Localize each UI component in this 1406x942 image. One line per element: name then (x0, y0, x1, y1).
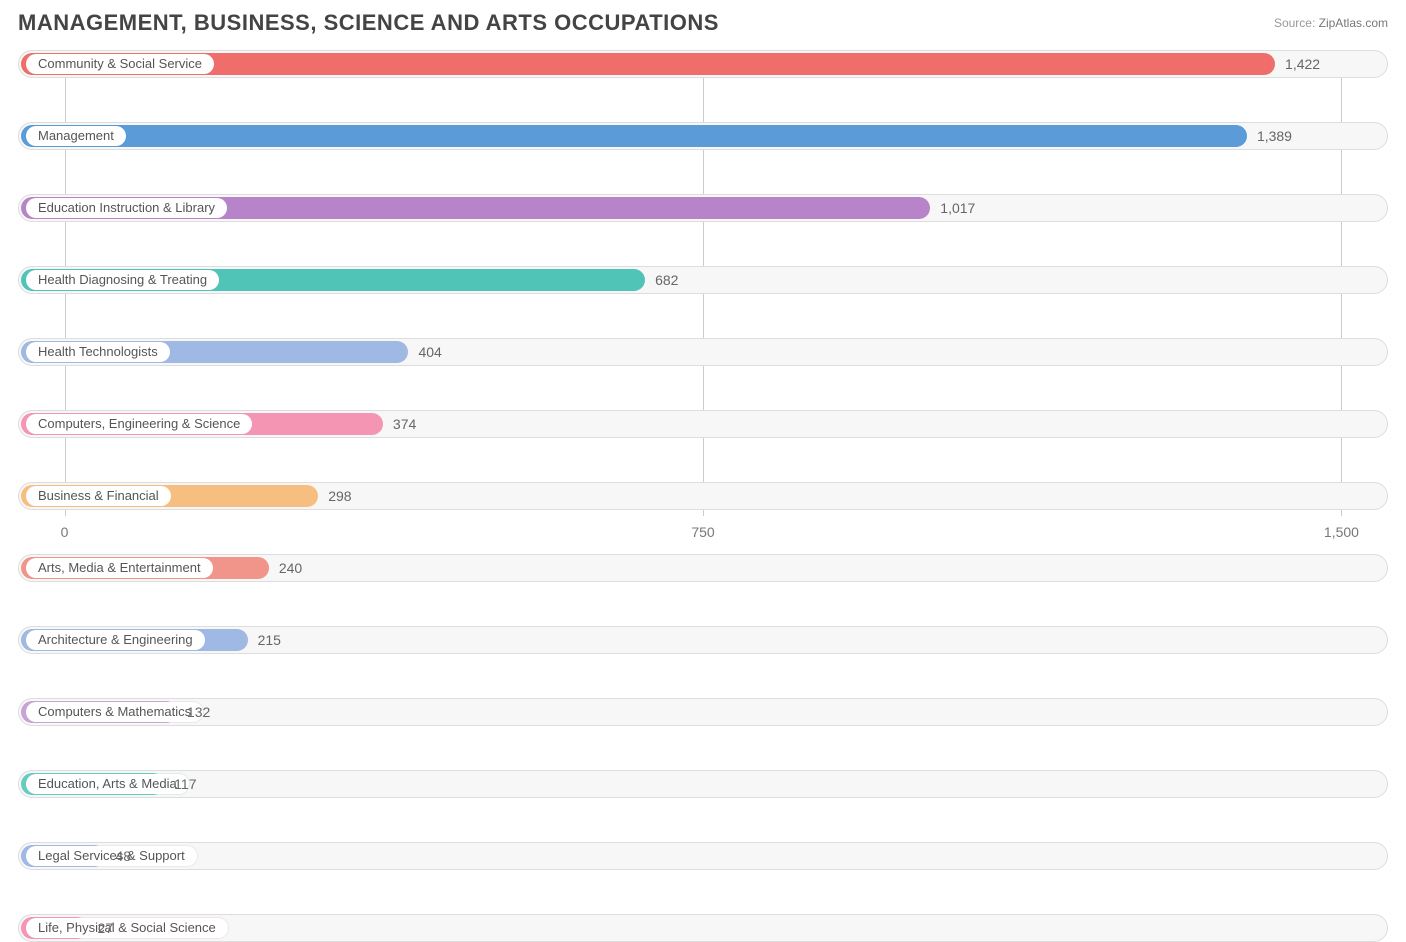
source-site: ZipAtlas.com (1319, 16, 1388, 30)
x-tick-label: 0 (61, 524, 69, 540)
bar-fill (21, 125, 1247, 147)
bar-category-pill: Management (26, 126, 126, 146)
chart-title: MANAGEMENT, BUSINESS, SCIENCE AND ARTS O… (18, 10, 719, 36)
bar-row: Health Diagnosing & Treating 682 (18, 266, 1388, 294)
bar-value-label: 117 (174, 770, 196, 798)
bar-value-label: 48 (115, 842, 131, 870)
bar-category-pill: Health Technologists (26, 342, 170, 362)
bar-value-label: 27 (98, 914, 114, 942)
bar-row: Management 1,389 (18, 122, 1388, 150)
bar-row: Education Instruction & Library 1,017 (18, 194, 1388, 222)
chart-area: Community & Social Service 1,422 Managemen… (18, 50, 1388, 520)
bars-group: Community & Social Service 1,422 Managemen… (18, 50, 1388, 518)
bar-category-pill: Education Instruction & Library (26, 198, 227, 218)
bar-category-pill: Community & Social Service (26, 54, 214, 74)
bar-value-label: 240 (279, 554, 302, 582)
bar-row: Arts, Media & Entertainment 240 (18, 554, 1388, 582)
bar-category-pill: Architecture & Engineering (26, 630, 205, 650)
bar-track (18, 698, 1388, 726)
x-tick-label: 1,500 (1324, 524, 1359, 540)
bar-row: Computers, Engineering & Science 374 (18, 410, 1388, 438)
x-tick-label: 750 (691, 524, 714, 540)
bar-value-label: 1,422 (1285, 50, 1320, 78)
bar-value-label: 404 (418, 338, 441, 366)
bar-value-label: 1,017 (940, 194, 975, 222)
bar-value-label: 132 (187, 698, 210, 726)
bar-category-pill: Health Diagnosing & Treating (26, 270, 219, 290)
source-label: Source: (1274, 16, 1315, 30)
bar-category-pill: Computers & Mathematics (26, 702, 203, 722)
bar-row: Life, Physical & Social Science27 (18, 914, 1388, 942)
bar-category-pill: Business & Financial (26, 486, 171, 506)
bar-row: Health Technologists 404 (18, 338, 1388, 366)
bar-value-label: 374 (393, 410, 416, 438)
bar-row: Architecture & Engineering 215 (18, 626, 1388, 654)
bar-row: Computers & Mathematics132 (18, 698, 1388, 726)
bar-row: Business & Financial 298 (18, 482, 1388, 510)
bar-track (18, 770, 1388, 798)
bar-category-pill: Life, Physical & Social Science (26, 918, 228, 938)
bar-category-pill: Arts, Media & Entertainment (26, 558, 213, 578)
bar-category-pill: Computers, Engineering & Science (26, 414, 252, 434)
chart-container: MANAGEMENT, BUSINESS, SCIENCE AND ARTS O… (0, 0, 1406, 558)
bar-category-pill: Education, Arts & Media (26, 774, 189, 794)
bar-value-label: 682 (655, 266, 678, 294)
bar-value-label: 298 (328, 482, 351, 510)
bar-value-label: 215 (258, 626, 281, 654)
bar-value-label: 1,389 (1257, 122, 1292, 150)
bar-row: Community & Social Service 1,422 (18, 50, 1388, 78)
bar-row: Education, Arts & Media117 (18, 770, 1388, 798)
header: MANAGEMENT, BUSINESS, SCIENCE AND ARTS O… (18, 10, 1388, 36)
bar-row: Legal Services & Support48 (18, 842, 1388, 870)
bar-track (18, 842, 1388, 870)
source-attribution: Source: ZipAtlas.com (1274, 16, 1388, 30)
bar-category-pill: Legal Services & Support (26, 846, 197, 866)
